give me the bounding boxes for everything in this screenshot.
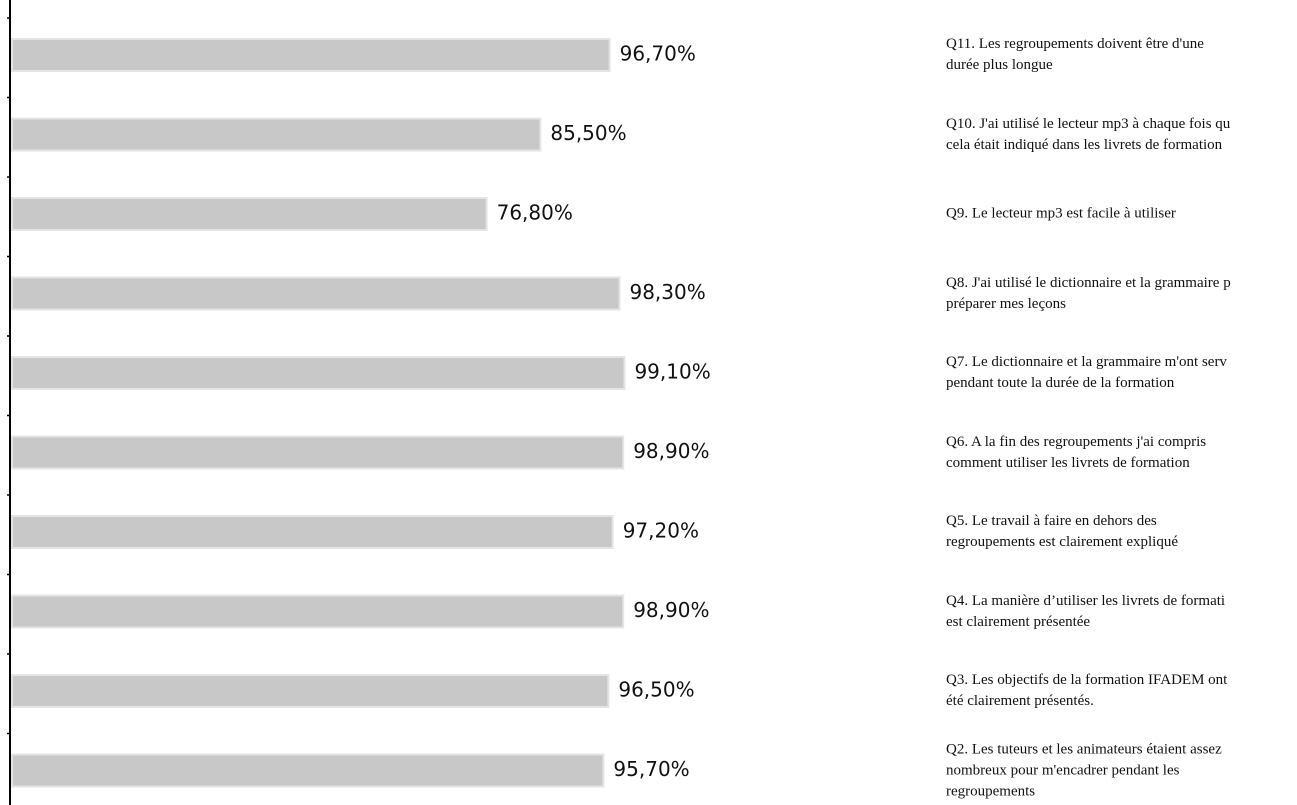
category-label: Q5. Le travail à faire en dehors des reg… [946, 513, 1178, 550]
value-label: 97,20% [623, 519, 699, 543]
value-label: 96,70% [620, 42, 696, 66]
bar [11, 753, 605, 788]
bar [11, 435, 625, 470]
value-label: 85,50% [550, 121, 626, 145]
value-label: 96,50% [618, 678, 694, 702]
category-label: Q2. Les tuteurs et les animateurs étaien… [946, 741, 1222, 799]
bar [11, 276, 621, 311]
category-label: Q10. J'ai utilisé le lecteur mp3 à chaqu… [946, 115, 1231, 153]
category-label: Q7. Le dictionnaire et la grammaire m'on… [946, 354, 1227, 391]
bar [11, 515, 614, 549]
bar [11, 674, 610, 708]
category-label: Q3. Les objectifs de la formation IFADEM… [946, 672, 1228, 709]
category-label: Q6. A la fin des regroupements j'ai comp… [946, 433, 1207, 471]
value-label: 98,30% [629, 280, 705, 304]
category-label: Q4. La manière d’utiliser les livrets de… [946, 592, 1226, 630]
bar [11, 594, 625, 629]
bar [11, 356, 626, 390]
value-label: 95,70% [613, 757, 689, 781]
category-label: Q9. Le lecteur mp3 est facile à utiliser [946, 205, 1176, 222]
value-label: 98,90% [633, 439, 709, 463]
value-label: 99,10% [634, 360, 710, 384]
value-label: 98,90% [633, 598, 709, 622]
bar [11, 197, 488, 231]
category-label: Q8. J'ai utilisé le dictionnaire et la g… [946, 274, 1231, 312]
bar [11, 38, 611, 72]
value-label: 76,80% [497, 201, 573, 225]
category-label: Q11. Les regroupements doivent être d'un… [946, 36, 1204, 73]
bar [11, 117, 542, 152]
